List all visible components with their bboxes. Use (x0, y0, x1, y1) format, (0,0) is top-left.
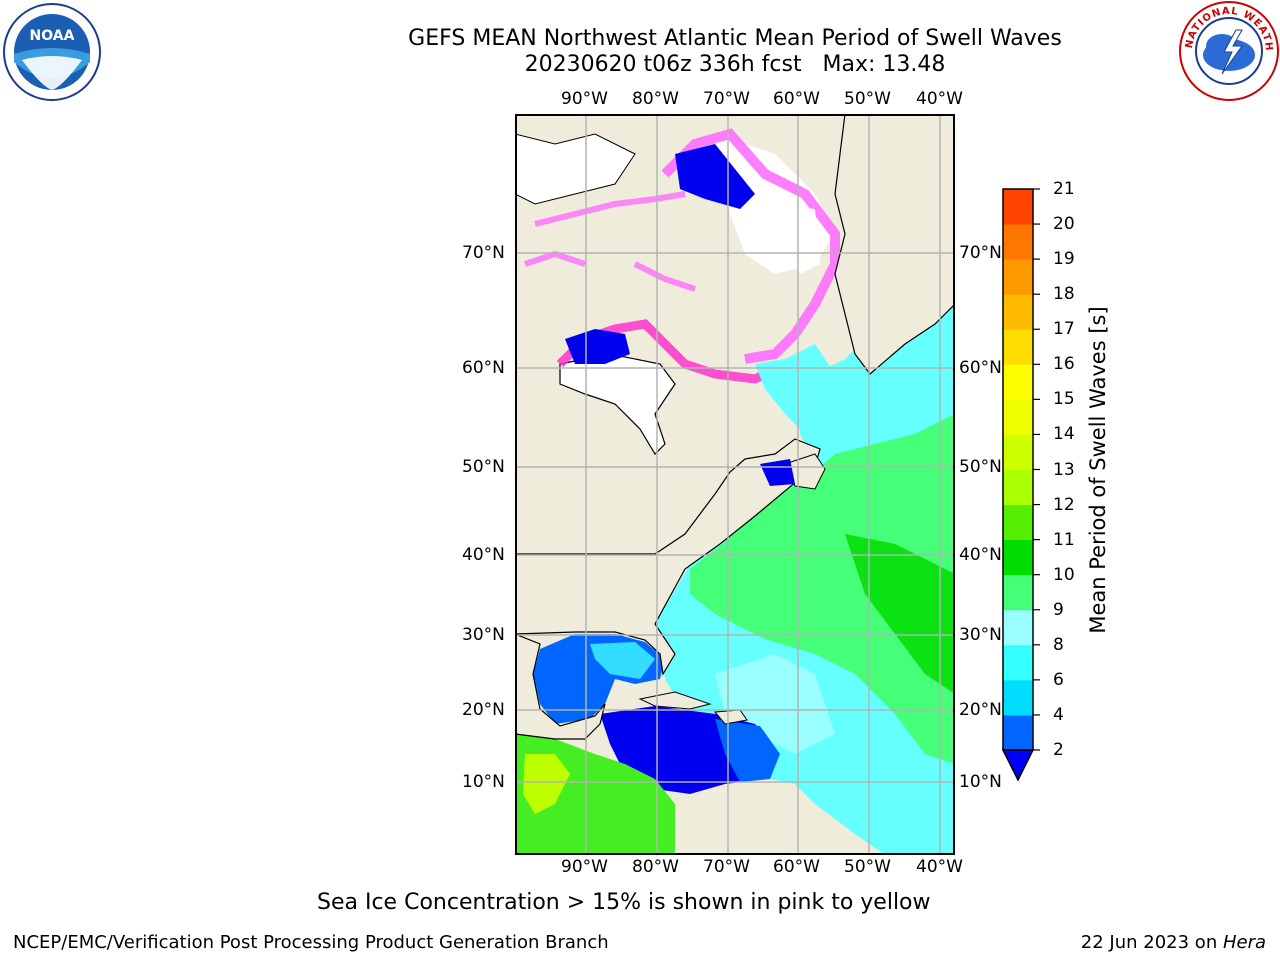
colorbar-tick-label: 20 (1053, 214, 1075, 235)
colorbar-bin (1003, 539, 1033, 576)
ocean-green-band (690, 414, 955, 764)
lat-label-right-50n: 50°N (959, 457, 1002, 477)
hudson-bay-white (559, 353, 676, 455)
graticule (515, 114, 955, 855)
colorbar-bin (1003, 364, 1033, 400)
footer-machine: Hera (1222, 932, 1266, 953)
lon-label-top-50w: 50°W (844, 89, 891, 109)
lat-label-left-10n: 10°N (462, 772, 505, 792)
lat-label-right-30n: 30°N (959, 625, 1002, 645)
colorbar-tick-label: 21 (1053, 179, 1075, 199)
lon-label-top-40w: 40°W (916, 89, 963, 109)
title-line-1: GEFS MEAN Northwest Atlantic Mean Period… (408, 26, 1062, 51)
lat-label-left-40n: 40°N (462, 545, 505, 565)
sea-ice-channels (524, 191, 696, 292)
colorbar-tick-label: 18 (1053, 284, 1075, 305)
colorbar-tick-label: 10 (1053, 564, 1075, 585)
colorbar-extend-triangle (1001, 749, 1035, 782)
colorbar-bin (1003, 294, 1033, 330)
colorbar-tick-label: 15 (1053, 389, 1075, 410)
colorbar (1001, 188, 1040, 782)
colorbar-bin (1003, 399, 1033, 435)
noaa-logo-icon: NOAA (3, 3, 101, 101)
lon-label-top-70w: 70°W (703, 89, 750, 109)
colorbar-tick-label: 16 (1053, 354, 1075, 375)
labrador-cyan (755, 344, 835, 434)
colorbar-tick-label: 11 (1053, 529, 1075, 550)
colorbar-bin (1003, 504, 1033, 541)
lat-label-left-20n: 20°N (462, 700, 505, 720)
lat-label-left-50n: 50°N (462, 457, 505, 477)
colorbar-tick-label: 19 (1053, 249, 1075, 270)
lon-label-top-90w: 90°W (561, 89, 608, 109)
lat-label-right-40n: 40°N (959, 545, 1002, 565)
sea-ice-baffin (661, 128, 840, 364)
caribbean-east-blue (715, 719, 780, 782)
lon-label-top-80w: 80°W (632, 89, 679, 109)
lat-label-right-70n: 70°N (959, 243, 1002, 263)
baffin-deep-blue (675, 144, 755, 209)
footer-producer: NCEP/EMC/Verification Post Processing Pr… (13, 932, 609, 953)
colorbar-bin (1003, 714, 1033, 751)
title-line-2: 20230620 t06z 336h fcst Max: 13.48 (524, 52, 946, 77)
colorbar-bin (1003, 434, 1033, 470)
ocean-light-cyan-patch (715, 654, 835, 754)
footer-date: 22 Jun 2023 on Hera (1081, 932, 1266, 953)
footer-date-text: 22 Jun 2023 on (1080, 932, 1223, 953)
swell-period-map (515, 114, 955, 855)
colorbar-bin (1003, 609, 1033, 646)
colorbar-tick-label: 6 (1053, 669, 1064, 690)
hudson-deep-blue (565, 329, 630, 364)
colorbar-bin (1003, 259, 1033, 295)
colorbar-bin (1003, 574, 1033, 611)
lat-label-left-30n: 30°N (462, 625, 505, 645)
colorbar-tick-label: 9 (1053, 599, 1064, 620)
svg-text:NOAA: NOAA (30, 28, 75, 44)
colorbar-bin (1003, 189, 1033, 225)
lon-label-top-60w: 60°W (773, 89, 820, 109)
lon-label-bottom-40w: 40°W (916, 857, 963, 877)
lon-label-bottom-90w: 90°W (561, 857, 608, 877)
gulf-st-lawrence-blue (760, 459, 795, 486)
lat-label-right-60n: 60°N (959, 358, 1002, 378)
gulf-inner-cyan (590, 642, 655, 679)
lat-label-right-10n: 10°N (959, 772, 1002, 792)
colorbar-tick-label: 8 (1053, 634, 1064, 655)
ocean-green-core (845, 534, 955, 694)
lat-label-left-70n: 70°N (462, 243, 505, 263)
arctic-islands-white (515, 133, 636, 205)
greenland-land (834, 114, 955, 375)
lon-label-bottom-80w: 80°W (632, 857, 679, 877)
us-east-coast-land (515, 114, 821, 676)
map-border (515, 114, 955, 855)
lat-label-right-20n: 20°N (959, 700, 1002, 720)
colorbar-bin (1003, 224, 1033, 260)
lon-label-bottom-60w: 60°W (773, 857, 820, 877)
ocean-north-cyan (795, 304, 955, 464)
colorbar-tick-label: 2 (1053, 740, 1064, 760)
nws-logo-icon: NATIONAL WEATHER SERVICE (1178, 0, 1279, 101)
south-america-yellow (523, 754, 570, 814)
chart-title: GEFS MEAN Northwest Atlantic Mean Period… (0, 26, 1280, 78)
colorbar-tick-label: 4 (1053, 704, 1064, 725)
colorbar-tick-label: 17 (1053, 319, 1075, 340)
colorbar-bin (1003, 644, 1033, 681)
colorbar-bin (1003, 679, 1033, 716)
lat-label-left-60n: 60°N (462, 358, 505, 378)
colorbar-tick-label: 12 (1053, 494, 1075, 515)
lon-label-bottom-50w: 50°W (844, 857, 891, 877)
colorbar-bin (1003, 329, 1033, 365)
colorbar-tick-label: 13 (1053, 459, 1075, 480)
colorbar-bin (1003, 469, 1033, 506)
lon-label-bottom-70w: 70°W (703, 857, 750, 877)
colorbar-tick-label: 14 (1053, 424, 1075, 445)
